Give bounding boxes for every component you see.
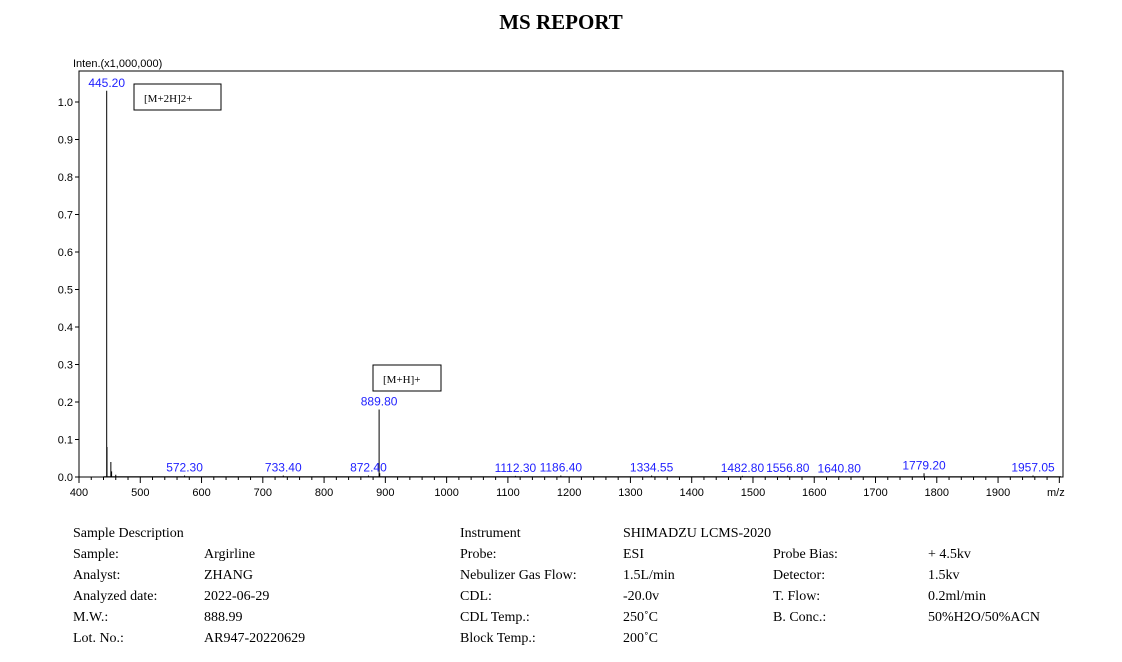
sample-field-value: AR947-20220629 xyxy=(204,631,306,646)
peak-labels: 445.20 572.30 733.40 872.40 889.80 1112.30 118… xyxy=(88,76,1055,476)
peak-label: 1112.30 xyxy=(495,461,537,475)
peak-label: 1186.40 xyxy=(540,461,583,475)
peak-label: 1556.80 xyxy=(766,461,810,475)
instrument-name: SHIMADZU LCMS-2020 xyxy=(623,526,772,541)
y-tick-label: 0.8 xyxy=(58,172,73,184)
instrument-extra-value: + 4.5kv xyxy=(928,547,971,562)
y-tick-label: 0.3 xyxy=(58,360,73,372)
report-title: MS REPORT xyxy=(499,10,623,34)
y-tick-label: 0.9 xyxy=(58,135,73,147)
y-tick-label: 0.2 xyxy=(58,397,73,409)
sample-field-value: ZHANG xyxy=(204,568,253,583)
x-tick-label: 800 xyxy=(315,487,333,499)
x-tick-label: 900 xyxy=(376,487,394,499)
peak-label: 889.80 xyxy=(361,395,398,409)
x-tick-label: 1900 xyxy=(986,487,1010,499)
instrument-field-label: Probe: xyxy=(460,547,497,562)
y-axis-ticks: 0.0 0.1 0.2 0.3 0.4 0.5 0.6 0.7 0.8 0.9 1.0 xyxy=(58,97,79,484)
peak-label: 1482.80 xyxy=(721,461,765,475)
y-tick-label: 0.4 xyxy=(58,322,73,334)
x-tick-label: 500 xyxy=(131,487,149,499)
spectrum-peaks xyxy=(103,90,1061,477)
instrument-extra-label: Probe Bias: xyxy=(773,547,838,562)
x-tick-label: 1600 xyxy=(802,487,826,499)
y-tick-label: 0.0 xyxy=(58,472,73,484)
x-tick-label: 1200 xyxy=(557,487,581,499)
instrument-field-value: 200˚C xyxy=(623,631,658,646)
y-tick-label: 0.1 xyxy=(58,435,73,447)
x-tick-label: 400 xyxy=(70,487,88,499)
peak-label: 1334.55 xyxy=(630,461,674,475)
annotation-text: [M+H]+ xyxy=(383,374,420,386)
plot-frame xyxy=(78,70,1064,478)
peak-label: 1957.05 xyxy=(1011,461,1055,475)
instrument-field-value: ESI xyxy=(623,547,644,562)
sample-field-label: M.W.: xyxy=(73,610,109,625)
instrument-extra-label: T. Flow: xyxy=(773,589,821,604)
instrument-field-value: -20.0v xyxy=(623,589,660,604)
annotation-box xyxy=(372,364,442,392)
sample-heading: Sample Description xyxy=(73,526,184,541)
x-axis-label: m/z xyxy=(1047,487,1065,499)
peak-label: 445.20 xyxy=(88,76,125,90)
sample-field-value: 888.99 xyxy=(204,610,243,625)
y-tick-label: 0.7 xyxy=(58,210,73,222)
ion-annotations: [M+2H]2+ [M+H]+ xyxy=(133,83,442,392)
x-axis-ticks: 400 500 600 700 800 900 1000 1100 1200 1300 1400 15… xyxy=(70,477,1060,499)
x-tick-label: 1500 xyxy=(741,487,765,499)
sample-field-label: Sample: xyxy=(73,547,119,562)
instrument-extra-value: 1.5kv xyxy=(928,568,960,583)
x-tick-label: 1700 xyxy=(863,487,887,499)
instrument-extra-label: B. Conc.: xyxy=(773,610,827,625)
peak-label: 572.30 xyxy=(166,461,203,475)
peak-label: 1779.20 xyxy=(902,458,946,472)
x-tick-label: 600 xyxy=(192,487,210,499)
instrument-field-label: Nebulizer Gas Flow: xyxy=(460,568,577,583)
instrument-heading: Instrument xyxy=(460,526,521,541)
x-tick-label: 1000 xyxy=(434,487,458,499)
annotation-box xyxy=(133,83,222,111)
instrument-field-label: CDL Temp.: xyxy=(460,610,530,625)
peak-label: 1640.80 xyxy=(818,461,862,475)
instrument-field-value: 250˚C xyxy=(623,610,658,625)
y-tick-label: 1.0 xyxy=(58,97,73,109)
instrument-extra-value: 0.2ml/min xyxy=(928,589,986,604)
x-tick-label: 1300 xyxy=(618,487,642,499)
y-tick-label: 0.5 xyxy=(58,285,73,297)
sample-field-value: 2022-06-29 xyxy=(204,589,270,604)
ms-spectrum-chart: Inten.(x1,000,000) 0.0 0.1 0.2 0.3 0.4 0.5 0.6… xyxy=(58,58,1065,499)
x-tick-label: 1400 xyxy=(679,487,703,499)
peak-label: 872.40 xyxy=(350,461,387,475)
instrument-field-label: Block Temp.: xyxy=(460,631,536,646)
sample-field-value: Argirline xyxy=(204,547,256,562)
sample-field-label: Analyzed date: xyxy=(73,589,158,604)
annotation-text: [M+2H]2+ xyxy=(144,93,192,105)
peak-label: 733.40 xyxy=(265,461,302,475)
sample-field-label: Analyst: xyxy=(73,568,121,583)
instrument-extra-value: 50%H2O/50%ACN xyxy=(928,610,1040,625)
instrument-field-label: CDL: xyxy=(460,589,492,604)
y-axis-label: Inten.(x1,000,000) xyxy=(73,58,162,70)
x-tick-label: 700 xyxy=(254,487,272,499)
y-tick-label: 0.6 xyxy=(58,247,73,259)
instrument-field-value: 1.5L/min xyxy=(623,568,675,583)
x-tick-label: 1100 xyxy=(496,487,520,499)
instrument-extra-label: Detector: xyxy=(773,568,826,583)
x-tick-label: 1800 xyxy=(925,487,949,499)
sample-field-label: Lot. No.: xyxy=(73,631,124,646)
